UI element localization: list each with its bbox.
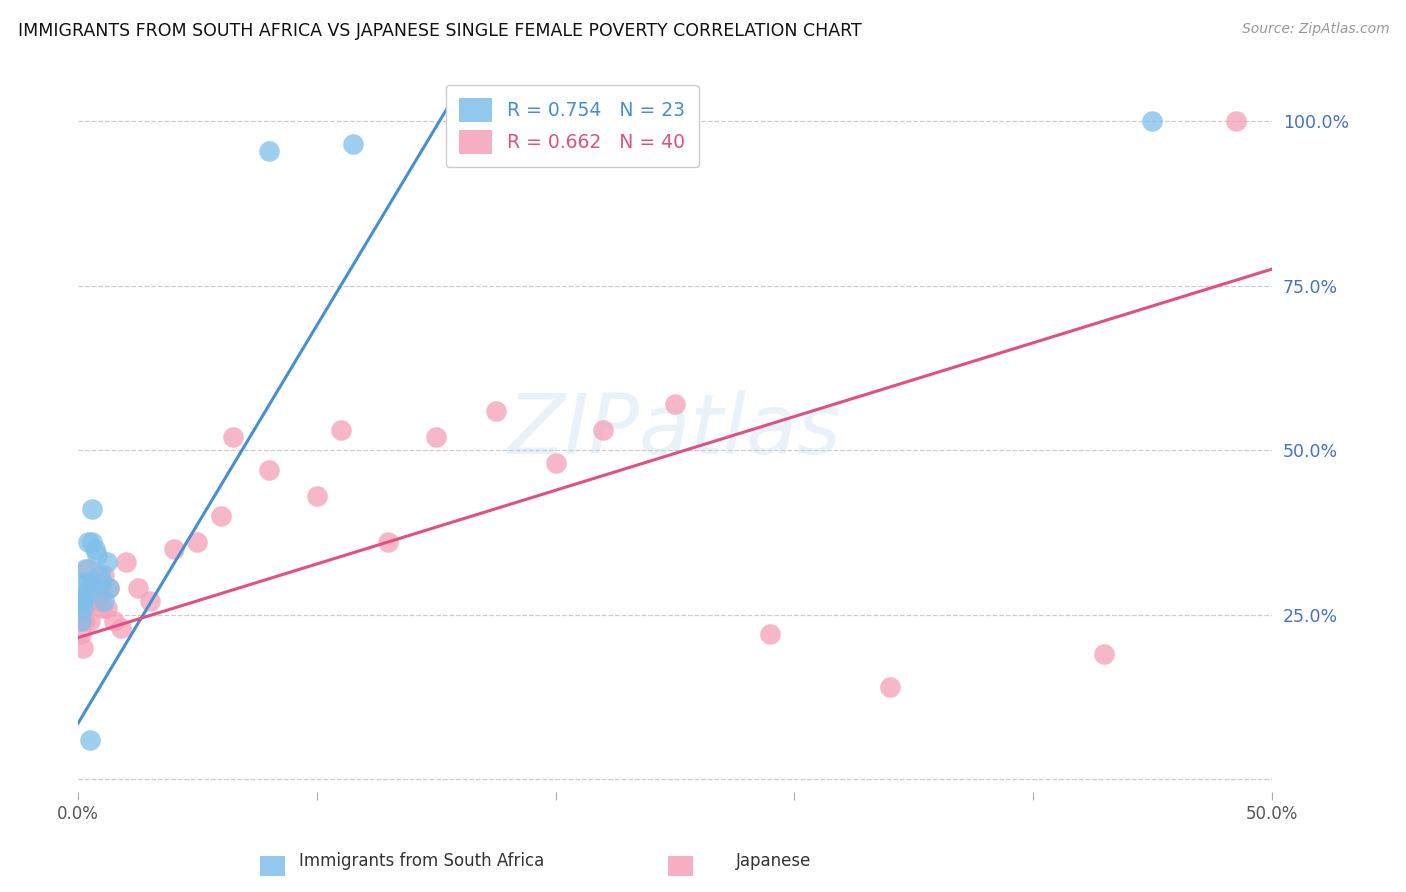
- Point: [72, 574, 94, 589]
- Point: [76, 574, 98, 589]
- Point: [209, 508, 232, 523]
- Point: [186, 535, 208, 549]
- Point: [305, 489, 328, 503]
- Point: [592, 424, 614, 438]
- Point: [138, 594, 160, 608]
- Point: [93, 568, 115, 582]
- Point: [75, 614, 97, 628]
- Point: [86, 549, 108, 563]
- Point: [342, 137, 364, 152]
- Point: [83, 541, 105, 556]
- Point: [89, 588, 111, 602]
- Point: [103, 614, 125, 628]
- Point: [76, 561, 98, 575]
- Point: [162, 541, 184, 556]
- Text: Japanese: Japanese: [735, 852, 811, 870]
- Point: [82, 574, 104, 589]
- Point: [76, 535, 98, 549]
- Point: [79, 594, 101, 608]
- Point: [329, 424, 352, 438]
- Text: IMMIGRANTS FROM SOUTH AFRICA VS JAPANESE SINGLE FEMALE POVERTY CORRELATION CHART: IMMIGRANTS FROM SOUTH AFRICA VS JAPANESE…: [18, 22, 862, 40]
- Point: [89, 568, 111, 582]
- Point: [98, 582, 121, 596]
- Point: [79, 582, 101, 596]
- Point: [82, 535, 104, 549]
- Point: [425, 430, 447, 444]
- Point: [86, 594, 108, 608]
- Point: [76, 588, 98, 602]
- Point: [72, 601, 94, 615]
- Point: [110, 621, 132, 635]
- Point: [1225, 114, 1247, 128]
- Point: [79, 614, 101, 628]
- Point: [257, 463, 280, 477]
- Point: [79, 732, 101, 747]
- Point: [75, 561, 97, 575]
- Point: [69, 594, 91, 608]
- Text: Source: ZipAtlas.com: Source: ZipAtlas.com: [1241, 22, 1389, 37]
- Point: [69, 627, 91, 641]
- Point: [879, 680, 901, 694]
- Point: [1094, 647, 1116, 661]
- Point: [72, 607, 94, 622]
- Point: [664, 397, 686, 411]
- Point: [485, 403, 508, 417]
- Point: [69, 614, 91, 628]
- Point: [83, 582, 105, 596]
- Point: [72, 640, 94, 655]
- Point: [377, 535, 399, 549]
- Point: [69, 601, 91, 615]
- Point: [115, 555, 138, 569]
- Point: [98, 582, 121, 596]
- Point: [222, 430, 245, 444]
- Point: [96, 555, 118, 569]
- Point: [91, 574, 114, 589]
- Point: [91, 601, 114, 615]
- Text: ZIPatlas: ZIPatlas: [508, 390, 842, 471]
- Point: [759, 627, 782, 641]
- Point: [1142, 114, 1164, 128]
- Text: Immigrants from South Africa: Immigrants from South Africa: [299, 852, 544, 870]
- Point: [93, 594, 115, 608]
- Point: [82, 502, 104, 516]
- Point: [127, 582, 149, 596]
- Legend: R = 0.754   N = 23, R = 0.662   N = 40: R = 0.754 N = 23, R = 0.662 N = 40: [446, 85, 699, 167]
- Point: [72, 594, 94, 608]
- Point: [544, 456, 567, 470]
- Point: [96, 601, 118, 615]
- Point: [75, 594, 97, 608]
- Point: [75, 588, 97, 602]
- Point: [257, 144, 280, 158]
